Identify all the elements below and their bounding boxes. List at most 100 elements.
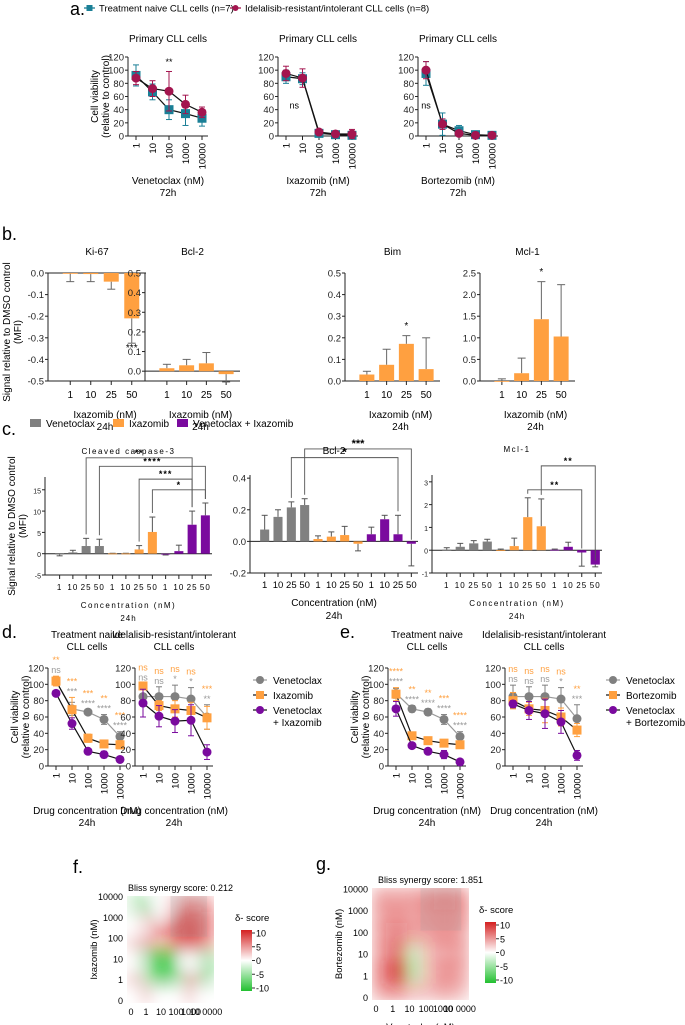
f-heatmap-cell (127, 911, 144, 934)
f-ylabel-text: Ixazomib (nM) (89, 919, 100, 979)
d1-point (67, 719, 77, 729)
d1-point (99, 714, 109, 724)
c1-ylabel-line2: (MFI) (18, 514, 29, 538)
b4-x-tick-label: 1 (499, 390, 505, 401)
f-heatmap-cell (183, 983, 202, 1003)
d1-point (83, 707, 93, 717)
g-y-tick-label: 1 (363, 971, 368, 981)
b3-x-tick-label: 25 (401, 390, 413, 401)
f-y-tick-label: 100 (108, 934, 123, 944)
panel-label-g: g. (316, 854, 331, 874)
a3-y-tick-label: 40 (403, 105, 414, 116)
c1-bar (121, 553, 131, 555)
d1-x-tick-label: 1 (52, 773, 63, 778)
e2-title-line2: CLL cells (524, 642, 565, 653)
c3-y-tick-label: 2 (424, 503, 428, 510)
d1-xlabel-line2: 24h (79, 818, 96, 829)
c1-x-tick-label: 10 (67, 583, 78, 592)
g-heatmap-cell (418, 888, 439, 909)
f-x-tick-label: 1000 (181, 1007, 201, 1017)
c2-bar (393, 534, 403, 542)
g-heatmap-cell (386, 960, 407, 984)
c3-y-tick-label: 0 (424, 549, 428, 556)
a2-point (298, 73, 307, 83)
b2-x-tick-label: 50 (221, 390, 233, 401)
a2-point (331, 129, 340, 139)
e2-sig-venetoclax: *** (572, 694, 583, 704)
g-heatmap-cell (402, 942, 423, 965)
e1-sig-drug: *** (439, 694, 450, 704)
c3-bar (455, 546, 465, 551)
a2-y-tick-label: 20 (263, 118, 274, 129)
b1-xlabel-line2: 24h (97, 422, 114, 433)
d2-sig-venetoclax: * (173, 674, 177, 684)
c3-bar (523, 517, 533, 551)
g-colorbar-tick-label: 5 (500, 934, 505, 944)
d1-point (67, 705, 77, 715)
d1-x-tick-label: 10 (68, 773, 79, 784)
g-xlabel: Venetoclax (nM) (386, 1022, 455, 1025)
a2-x-tick-label: 10 (298, 143, 309, 154)
c3-bar (509, 546, 519, 551)
legend-a-label: Treatment naive CLL cells (n=7) (99, 4, 234, 15)
d1-sig-venetoclax: **** (97, 704, 112, 714)
legend-d-label: Venetoclax (273, 676, 322, 687)
a1-ylabel-line2: (relative to control) (101, 55, 112, 138)
a3-point (421, 65, 431, 75)
d1-point (51, 676, 61, 686)
g-heatmap-cells (372, 888, 469, 1000)
d2-y-tick-label: 60 (120, 713, 131, 724)
c3-x-tick-label: 25 (468, 581, 479, 590)
a2-y-tick-label: 60 (263, 92, 274, 103)
c3-sig-label: ** (550, 480, 559, 490)
a1-x-tick-label: 100 (165, 143, 176, 159)
panel-label-e: e. (340, 622, 355, 642)
e1-y-tick-label: 120 (368, 664, 384, 675)
e1-point (391, 704, 401, 714)
b1-y-tick-label: 0.0 (31, 269, 44, 280)
a3-annotation: ns (421, 100, 431, 110)
f-y-tick-label: 10000 (98, 892, 123, 902)
g-y-tick-label: 10000 (343, 884, 368, 894)
f-highlight-region (170, 896, 208, 937)
c1-xlabel: Concentration (nM) (81, 601, 176, 610)
a3-y-tick-label: 100 (398, 66, 414, 77)
e2-title: Idelalisib-resistant/intolerant (482, 630, 606, 641)
d2-title-line2: CLL cells (154, 642, 195, 653)
a2-x-tick-label: 1000 (331, 143, 342, 164)
b4-bar (553, 336, 569, 381)
e1-y-tick-label: 40 (373, 729, 384, 740)
e2-xlabel-line2: 24h (536, 818, 553, 829)
c3-bar (563, 546, 573, 551)
d2-x-tick-label: 10000 (203, 773, 214, 799)
c1-x-tick-label: 1 (163, 583, 168, 592)
legend-c-swatch (113, 419, 124, 427)
g-heatmap-cell (434, 888, 455, 909)
f-x-tick-label: 10 (156, 1007, 166, 1017)
d2-point (170, 704, 180, 714)
b3-xlabel-line2: 24h (392, 422, 409, 433)
a3-point (454, 128, 464, 138)
c3-x-tick-label: 1 (444, 581, 449, 590)
c1-sig-label: * (177, 480, 182, 490)
g-heatmap-cell (434, 904, 455, 928)
f-y-tick-label: 10 (113, 954, 123, 964)
d2-sig-drug: *** (202, 684, 213, 694)
e1-point (407, 704, 417, 714)
a1-y-tick-label: 80 (113, 79, 124, 90)
e1-point (391, 689, 401, 699)
f-heatmap-cell (154, 965, 173, 988)
a3-y-tick-label: 120 (398, 53, 414, 64)
b3-bar (398, 343, 414, 381)
c2-y-tick-label: 0.4 (233, 474, 246, 485)
e2-point (572, 725, 582, 735)
a2-xlabel-line2: 72h (310, 188, 327, 199)
d2-sig-venetoclax: ** (203, 694, 211, 704)
a1-y-tick-label: 120 (108, 53, 124, 64)
f-heatmap-cell (127, 965, 144, 988)
e1-y-tick-label: 60 (373, 713, 384, 724)
g-x-tick-label: 1 (390, 1004, 395, 1014)
e1-sig-drug: **** (453, 711, 468, 721)
c2-x-tick-label: 1 (369, 580, 374, 591)
d1-sig-venetoclax: **** (113, 721, 128, 731)
